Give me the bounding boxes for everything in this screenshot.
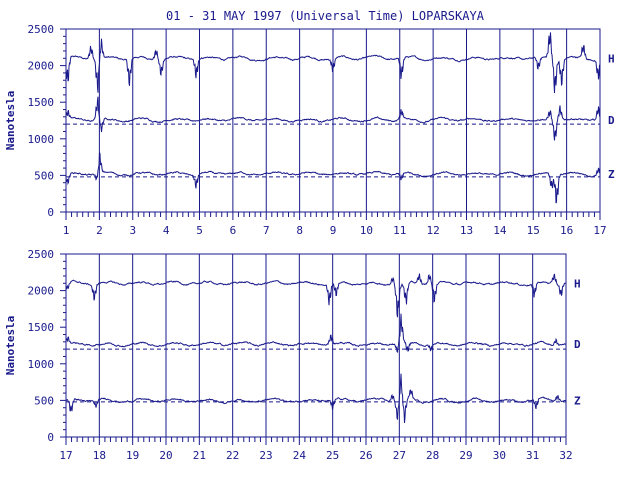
x-tick-label: 1 [63, 224, 70, 237]
x-tick-label: 12 [427, 224, 440, 237]
x-tick-label: 27 [393, 449, 406, 462]
series-label-h: H [608, 52, 615, 65]
y-tick-label: 2500 [28, 23, 55, 36]
panel-2: 17 18 19 20 21 22 23 24 25 26 27 28 29 30 31 32 0 500 1000… [4, 248, 581, 462]
y-tick-label: 500 [34, 169, 54, 182]
x-tick-label: 25 [326, 449, 339, 462]
y-tick-label: 1500 [28, 96, 55, 109]
series-label-h: H [574, 277, 581, 290]
series-label-d: D [574, 338, 581, 351]
x-tick-label: 15 [527, 224, 540, 237]
x-tick-label: 31 [526, 449, 539, 462]
x-tick-label: 23 [259, 449, 272, 462]
x-tick-label: 17 [59, 449, 72, 462]
x-tick-label: 6 [230, 224, 237, 237]
y-tick-label: 1000 [28, 133, 55, 146]
series-label-d: D [608, 114, 615, 127]
x-tick-label: 14 [493, 224, 507, 237]
x-tick-label: 19 [126, 449, 139, 462]
x-tick-label: 4 [163, 224, 170, 237]
x-tick-label: 7 [263, 224, 270, 237]
series-trace-z [65, 373, 567, 424]
x-tick-label: 10 [360, 224, 373, 237]
y-tick-label: 2500 [28, 248, 55, 261]
x-tick-label: 20 [159, 449, 172, 462]
x-tick-label: 3 [129, 224, 136, 237]
series-label-z: Z [608, 168, 615, 181]
series-trace-d [65, 96, 601, 141]
x-tick-label: 8 [296, 224, 303, 237]
x-tick-label: 28 [426, 449, 439, 462]
x-tick-label: 16 [560, 224, 573, 237]
x-tick-label: 22 [226, 449, 239, 462]
y-tick-label: 1000 [28, 358, 55, 371]
series-trace-h [65, 273, 567, 318]
panel-1: 1 2 3 4 5 6 7 8 9 10 11 12 13 14 15 16 17050010001500200… [4, 23, 615, 237]
x-tick-label: 9 [330, 224, 337, 237]
x-tick-label: 5 [196, 224, 203, 237]
series-trace-d [65, 313, 567, 353]
y-axis-label: Nanotesla [4, 91, 17, 151]
x-tick-label: 30 [493, 449, 506, 462]
x-tick-label: 17 [593, 224, 606, 237]
x-tick-label: 26 [359, 449, 372, 462]
y-tick-label: 500 [34, 394, 54, 407]
x-tick-label: 32 [559, 449, 572, 462]
chart-title: 01 - 31 MAY 1997 (Universal Time) LOPARS… [166, 9, 485, 23]
x-tick-label: 29 [459, 449, 472, 462]
x-tick-label: 11 [393, 224, 406, 237]
x-tick-label: 2 [96, 224, 103, 237]
y-tick-label: 2000 [28, 60, 55, 73]
y-tick-label: 0 [47, 206, 54, 219]
y-tick-label: 0 [47, 431, 54, 444]
series-trace-z [65, 152, 600, 204]
x-tick-label: 24 [293, 449, 307, 462]
x-tick-label: 21 [193, 449, 206, 462]
series-label-z: Z [574, 394, 581, 407]
x-tick-label: 13 [460, 224, 473, 237]
series-trace-h [65, 32, 601, 94]
x-tick-label: 18 [93, 449, 106, 462]
y-tick-label: 2000 [28, 285, 55, 298]
y-tick-label: 1500 [28, 321, 55, 334]
y-axis-label: Nanotesla [4, 316, 17, 376]
